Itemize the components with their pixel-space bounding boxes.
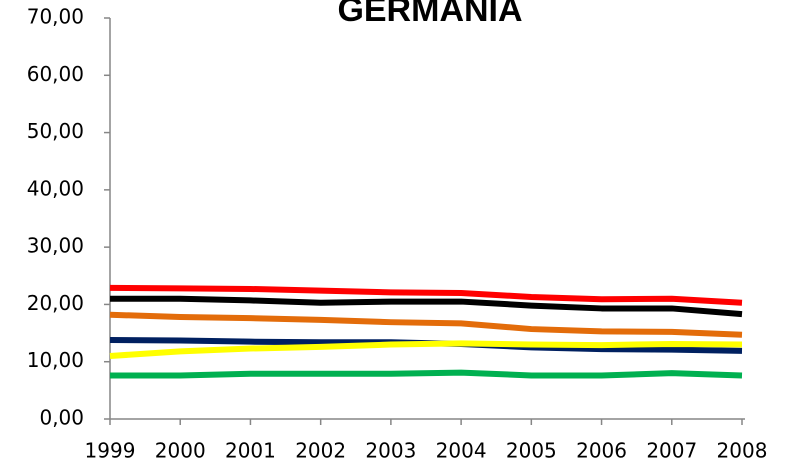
x-tick-label: 2005 [506, 439, 557, 463]
y-tick-label: 50,00 [27, 119, 84, 143]
x-tick-label: 2000 [155, 439, 206, 463]
y-tick-label: 20,00 [27, 291, 84, 315]
series-line [109, 340, 743, 359]
y-tick-label: 0,00 [39, 406, 84, 430]
chart-title: GERMANIA [337, 0, 522, 29]
y-tick-label: 70,00 [27, 5, 84, 29]
x-tick-label: 2008 [717, 439, 768, 463]
series-line [109, 311, 743, 338]
x-tick-label: 2007 [646, 439, 697, 463]
x-tick-label: 2004 [436, 439, 487, 463]
series-line [110, 295, 743, 318]
y-tick-label: 10,00 [27, 348, 84, 372]
x-tick-label: 2001 [225, 439, 276, 463]
y-tick-label: 40,00 [27, 176, 84, 200]
x-tick-label: 2002 [295, 439, 346, 463]
series-line [110, 369, 743, 379]
x-tick-label: 2006 [576, 439, 627, 463]
series-line [109, 284, 743, 306]
y-tick-label: 30,00 [27, 234, 84, 258]
x-tick-label: 1999 [85, 439, 136, 463]
y-tick-label: 60,00 [27, 62, 84, 86]
x-tick-label: 2003 [365, 439, 416, 463]
